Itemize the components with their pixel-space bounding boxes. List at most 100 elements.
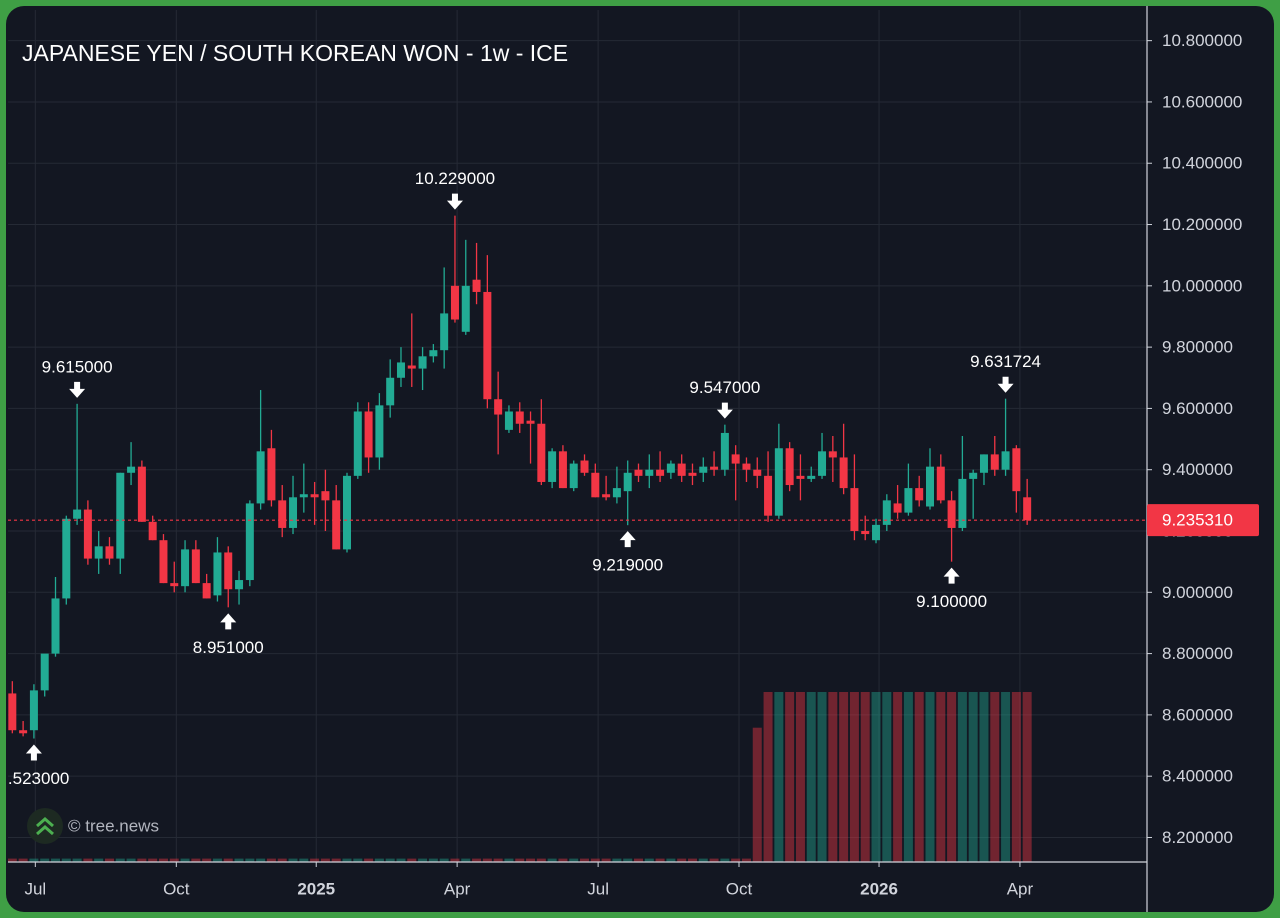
volume-bar: [601, 858, 611, 862]
volume-bar: [320, 858, 330, 862]
volume-bar: [612, 858, 622, 862]
watermark-icon: [36, 817, 54, 836]
volume-bar: [1011, 692, 1021, 862]
volume-bar: [158, 858, 168, 862]
candle-body: [720, 432, 729, 470]
watermark: © tree.news: [27, 808, 159, 844]
candle-body: [753, 469, 762, 476]
volume-bar: [752, 727, 762, 862]
volume-bar: [968, 692, 978, 862]
annotation-label: 10.229000: [415, 169, 495, 188]
volume-bar: [558, 858, 568, 862]
volume-bar: [536, 858, 546, 862]
volume-bar: [439, 858, 449, 862]
candle-body: [245, 503, 254, 581]
volume-bar: [18, 858, 28, 862]
candle-body: [861, 531, 870, 535]
candle-body: [8, 693, 17, 731]
candle-body: [925, 466, 934, 507]
candle-body: [699, 466, 708, 473]
volume-bar: [947, 692, 957, 862]
annotation-arrow: [25, 744, 42, 761]
volume-bar: [418, 858, 428, 862]
y-tick-label: 9.600000: [1162, 399, 1233, 418]
candle-body: [839, 457, 848, 489]
candle-body: [299, 494, 308, 498]
volume-bar: [580, 858, 590, 862]
annotation-arrow: [997, 376, 1014, 393]
volume-bar: [644, 858, 654, 862]
candle-body: [407, 365, 416, 369]
candle-body: [904, 488, 913, 513]
annotation-label: 9.100000: [916, 592, 987, 611]
candle-body: [202, 583, 211, 599]
candle-body: [645, 469, 654, 476]
candle-body: [850, 488, 859, 532]
candle-body: [1001, 451, 1010, 470]
volume-bar: [374, 858, 384, 862]
volume-bar: [407, 858, 417, 862]
candle-body: [634, 469, 643, 476]
candle-body: [742, 463, 751, 470]
volume-bar: [493, 858, 503, 862]
candle-body: [990, 454, 999, 470]
annotation-arrow: [619, 531, 636, 548]
candle-body: [73, 509, 82, 519]
volume-bar: [741, 858, 751, 862]
volume-bar: [785, 692, 795, 862]
candle-body: [979, 454, 988, 473]
volume-bar: [148, 858, 158, 862]
volume-bar: [849, 692, 859, 862]
volume-bar: [288, 858, 298, 862]
volume-bar: [903, 692, 913, 862]
candle-body: [127, 466, 136, 473]
candle-body: [710, 466, 719, 470]
volume-bar: [925, 692, 935, 862]
candle-body: [235, 580, 244, 590]
grid: [8, 10, 1147, 862]
candle-body: [170, 583, 179, 587]
last-price-label: 9.235310: [1162, 511, 1233, 530]
watermark-text: © tree.news: [68, 816, 159, 835]
candle-body: [256, 451, 265, 504]
x-tick-label: Oct: [163, 879, 190, 898]
candle-body: [137, 466, 146, 522]
volume-bar: [893, 692, 903, 862]
candle-body: [364, 411, 373, 458]
candle-body: [882, 500, 891, 525]
candle-layer: [8, 215, 1032, 739]
chart-title: JAPANESE YEN / SOUTH KOREAN WON - 1w - I…: [22, 40, 568, 66]
candle-body: [321, 491, 330, 501]
volume-bar: [212, 858, 222, 862]
candle-body: [504, 411, 513, 430]
volume-bar: [310, 858, 320, 862]
candle-body: [267, 448, 276, 501]
candle-body: [515, 411, 524, 424]
candle-body: [958, 478, 967, 528]
y-tick-label: 8.800000: [1162, 644, 1233, 663]
candle-body: [440, 313, 449, 351]
x-tick-label: Jul: [24, 879, 46, 898]
candle-body: [796, 475, 805, 479]
candle-body: [396, 362, 405, 378]
candle-body: [40, 653, 49, 691]
candle-body: [386, 377, 395, 406]
volume-bar: [882, 692, 892, 862]
volume-bar: [839, 692, 849, 862]
candle-body: [461, 285, 470, 332]
candle-body: [936, 466, 945, 501]
candle-body: [623, 472, 632, 492]
volume-bar: [126, 858, 136, 862]
volume-bar: [633, 858, 643, 862]
y-tick-label: 10.800000: [1162, 31, 1242, 50]
volume-bar: [590, 858, 600, 862]
candle-body: [310, 494, 319, 498]
volume-bar: [266, 858, 276, 862]
volume-bar: [8, 858, 17, 862]
annotation-arrow: [220, 613, 237, 630]
annotation-arrow: [943, 567, 960, 584]
candle-body: [558, 451, 567, 489]
candle-body: [332, 500, 341, 550]
candle-body: [731, 454, 740, 464]
